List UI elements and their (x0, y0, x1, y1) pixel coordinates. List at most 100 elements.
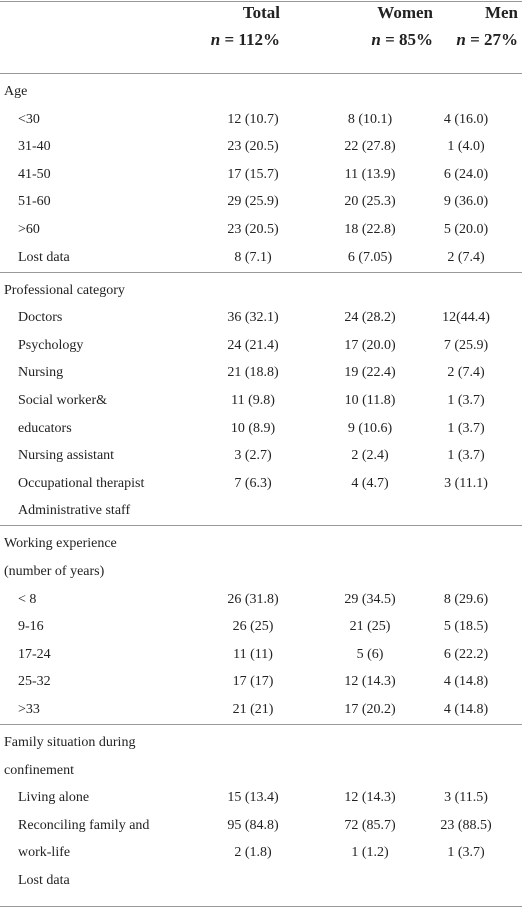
cell: 21 (18.8) (227, 365, 279, 381)
cell: 72 (85.7) (344, 817, 396, 833)
row-label: Living alone (18, 790, 90, 806)
row-label: Psychology (18, 337, 84, 353)
cell: 10 (8.9) (230, 420, 276, 436)
cell: 24 (21.4) (227, 337, 279, 353)
cell: 2 (7.4) (447, 365, 485, 381)
cell: 12(44.4) (442, 310, 490, 326)
cell: 9 (36.0) (443, 194, 489, 210)
cell: 4 (16.0) (443, 111, 489, 127)
column-header: Women (377, 3, 433, 22)
cell: 17 (15.7) (227, 166, 279, 182)
row-label: >33 (18, 702, 40, 717)
column-n: n = 85% (371, 28, 433, 52)
row-label: Reconciling family and (18, 817, 150, 833)
cell: 26 (25) (232, 619, 274, 635)
n-value: = 85% (380, 30, 433, 49)
cell: 20 (25.3) (344, 194, 396, 210)
row-label: work-life (18, 845, 71, 861)
rule (0, 73, 522, 74)
row-label: Lost data (18, 873, 70, 888)
row-label: 41-50 (18, 166, 51, 182)
cell: 1 (3.7) (447, 845, 485, 861)
cell: 23 (20.5) (227, 222, 279, 237)
cell: 2 (2.4) (351, 448, 389, 464)
row-label: Occupational therapist (18, 475, 145, 491)
cell: 6 (7.05) (347, 249, 393, 265)
cell: 21 (21) (232, 702, 274, 717)
cell: 7 (25.9) (443, 337, 489, 353)
row-label: Administrative staff (18, 503, 131, 519)
cell: 17 (17) (232, 674, 274, 690)
cell: 12 (10.7) (227, 111, 279, 127)
cell: 12 (14.3) (344, 674, 396, 690)
rule (0, 906, 522, 907)
rule (0, 724, 522, 725)
cell: 3 (11.5) (444, 790, 488, 806)
row-label: 25-32 (18, 674, 51, 690)
cell: 6 (24.0) (443, 166, 489, 182)
cell: 95 (84.8) (227, 817, 279, 833)
rule (0, 271, 522, 273)
cell: 17 (20.2) (344, 702, 396, 717)
section-label: Family situation during (4, 735, 136, 750)
cell: 3 (2.7) (234, 448, 272, 464)
section-label: Professional category (4, 282, 125, 298)
cell: 1 (1.2) (351, 845, 389, 861)
cell: 5 (6) (356, 646, 384, 662)
cell: 5 (18.5) (443, 619, 489, 635)
n-symbol: n (210, 30, 221, 49)
cell: 1 (3.7) (447, 393, 485, 408)
row-label: Nursing assistant (18, 448, 115, 464)
cell: 4 (14.8) (443, 702, 489, 717)
cell: 19 (22.4) (344, 365, 396, 381)
cell: 5 (20.0) (443, 222, 489, 237)
n-value: = 27% (465, 30, 518, 49)
row-label: Nursing (18, 365, 64, 381)
cell: 21 (25) (349, 619, 391, 635)
column-n: n = 27% (456, 28, 518, 52)
section-label: (number of years) (4, 564, 105, 579)
row-label: < 8 (18, 591, 37, 607)
cell: 29 (25.9) (227, 194, 279, 210)
row-label: 9-16 (18, 619, 44, 635)
row-label: Doctors (18, 310, 63, 326)
cell: 9 (10.6) (347, 420, 393, 436)
section-label: confinement (4, 762, 74, 778)
n-symbol: n (456, 30, 466, 49)
cell: 23 (88.5) (440, 817, 492, 833)
cell: 15 (13.4) (227, 790, 279, 806)
cell: 23 (20.5) (227, 139, 279, 155)
cell: 8 (7.1) (234, 249, 272, 265)
cell: 17 (20.0) (344, 337, 396, 353)
column-n: n = 112% (211, 28, 280, 52)
cell: 6 (22.2) (443, 646, 489, 662)
row-label: 17-24 (18, 646, 51, 662)
row-label: <30 (18, 111, 40, 127)
column-header: Men (484, 3, 518, 22)
cell: 18 (22.8) (344, 222, 396, 237)
cell: 1 (3.7) (447, 420, 485, 436)
cell: 11 (9.8) (231, 393, 275, 408)
cell: 8 (10.1) (347, 111, 393, 127)
row-label: Social worker& (18, 393, 108, 408)
cell: 24 (28.2) (344, 310, 396, 326)
column-header: Total (242, 3, 280, 22)
cell: 29 (34.5) (344, 591, 396, 607)
cell: 22 (27.8) (344, 139, 396, 155)
cell: 11 (13.9) (344, 166, 396, 182)
cell: 4 (14.8) (443, 674, 489, 690)
cell: 11 (11) (233, 646, 273, 662)
n-value: = 112% (220, 30, 281, 49)
row-label: 51-60 (18, 194, 51, 210)
cell: 8 (29.6) (443, 591, 489, 607)
cell: 2 (7.4) (447, 249, 485, 265)
section-label: Age (4, 84, 28, 99)
cell: 2 (1.8) (234, 845, 272, 861)
n-symbol: n (371, 30, 381, 49)
row-label: 31-40 (18, 139, 51, 155)
rule (0, 525, 522, 527)
cell: 26 (31.8) (227, 591, 279, 607)
cell: 1 (3.7) (447, 448, 485, 464)
cell: 12 (14.3) (344, 790, 396, 806)
